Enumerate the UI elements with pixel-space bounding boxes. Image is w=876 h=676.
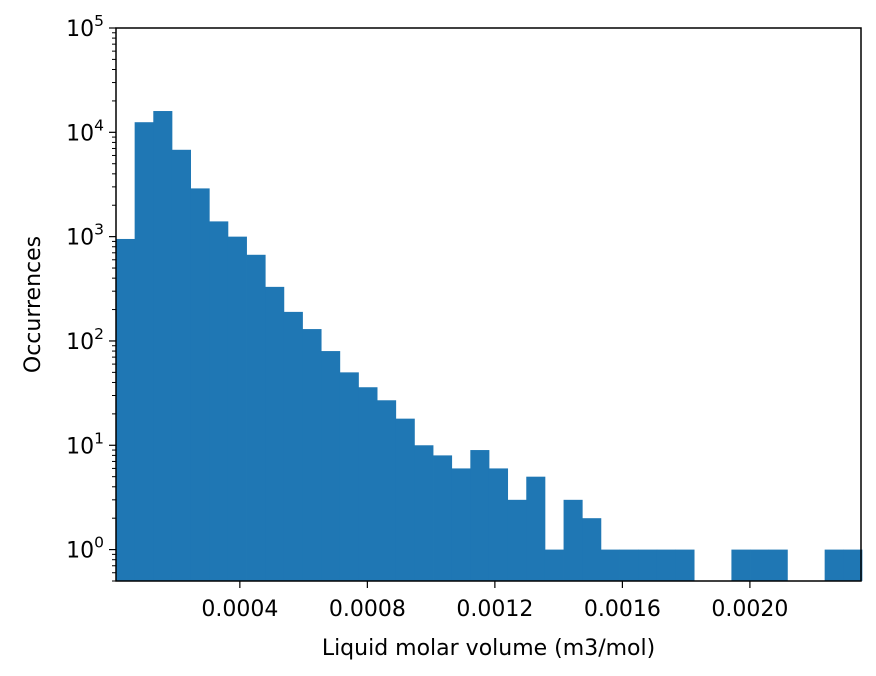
histogram-bar xyxy=(116,238,136,581)
histogram-bar xyxy=(600,549,620,581)
y-tick-label: 103 xyxy=(66,221,104,251)
histogram-bar xyxy=(507,499,527,581)
y-tick-label: 100 xyxy=(66,534,104,564)
histogram-bar xyxy=(433,455,453,581)
histogram-bar xyxy=(134,122,154,581)
x-tick-label: 0.0020 xyxy=(711,597,788,622)
histogram-bar xyxy=(395,418,415,581)
histogram-bar xyxy=(656,549,676,581)
histogram-bar xyxy=(209,221,229,581)
x-tick-label: 0.0008 xyxy=(329,597,406,622)
x-tick-label: 0.0016 xyxy=(584,597,661,622)
histogram-bar xyxy=(768,549,788,581)
histogram-bar xyxy=(358,387,378,581)
y-tick-label: 104 xyxy=(66,116,104,146)
histogram-bar xyxy=(321,351,341,581)
histogram-bar xyxy=(488,468,509,581)
histogram-bar xyxy=(339,372,359,581)
histogram-bar xyxy=(619,549,639,581)
histogram-bar xyxy=(414,445,434,581)
histogram-bar xyxy=(470,450,490,581)
histogram-bar xyxy=(544,549,564,581)
histogram-bar xyxy=(638,549,658,581)
histogram-bars xyxy=(116,111,863,581)
histogram-bar xyxy=(246,254,266,581)
histogram-bar xyxy=(582,518,602,581)
y-tick-label: 105 xyxy=(66,12,104,42)
histogram-bar xyxy=(675,549,695,581)
histogram-bar xyxy=(750,549,770,581)
y-axis-ticks: 100 101 102 103 104 105 xyxy=(66,12,116,564)
plot-frame xyxy=(115,27,862,582)
histogram-bar xyxy=(843,549,863,581)
histogram-bar xyxy=(563,499,583,581)
y-axis-label: Occurrences xyxy=(21,236,46,373)
histogram-bar xyxy=(265,286,285,581)
y-tick-label: 102 xyxy=(66,325,104,355)
x-tick-label: 0.0004 xyxy=(201,597,278,622)
x-axis-ticks: 0.0004 0.0008 0.0012 0.0016 0.0020 xyxy=(201,581,788,622)
x-tick-label: 0.0012 xyxy=(456,597,533,622)
histogram-bar xyxy=(171,149,191,581)
histogram-bar xyxy=(227,236,247,581)
y-tick-label: 101 xyxy=(66,429,104,459)
histogram-bar xyxy=(302,329,322,581)
histogram-bar xyxy=(283,311,303,581)
histogram-bar xyxy=(824,549,844,581)
histogram-bar xyxy=(377,400,397,581)
histogram-bar xyxy=(190,188,210,581)
x-axis-label: Liquid molar volume (m3/mol) xyxy=(322,636,655,661)
histogram-bar xyxy=(731,549,751,581)
histogram-bar xyxy=(153,111,173,581)
histogram-bar xyxy=(526,476,546,581)
histogram-bar xyxy=(451,468,471,581)
